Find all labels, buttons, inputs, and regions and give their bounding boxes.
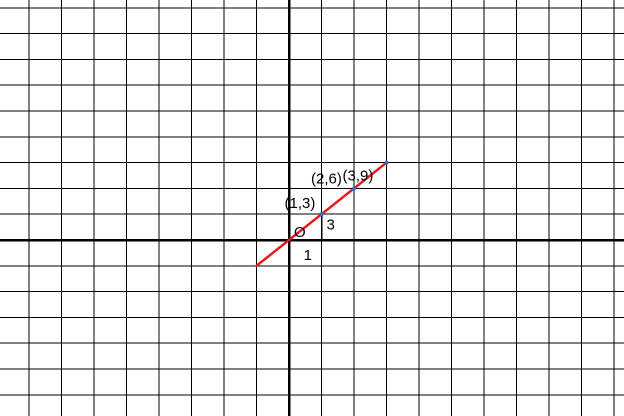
points-layer: (1,3) (2,6) (3,9) bbox=[285, 160, 389, 217]
slope-guides bbox=[289, 214, 323, 241]
data-point-1 bbox=[352, 186, 356, 191]
data-point-0 bbox=[319, 212, 324, 217]
data-point-2 bbox=[384, 160, 389, 165]
origin-label: O bbox=[294, 224, 306, 241]
point-label-1: (2,6) bbox=[311, 170, 342, 187]
labels-layer: O 1 3 bbox=[294, 217, 335, 264]
run-label: 1 bbox=[304, 247, 312, 264]
point-label-0: (1,3) bbox=[285, 195, 316, 212]
point-label-2: (3,9) bbox=[343, 168, 374, 185]
rise-label: 3 bbox=[327, 217, 335, 234]
